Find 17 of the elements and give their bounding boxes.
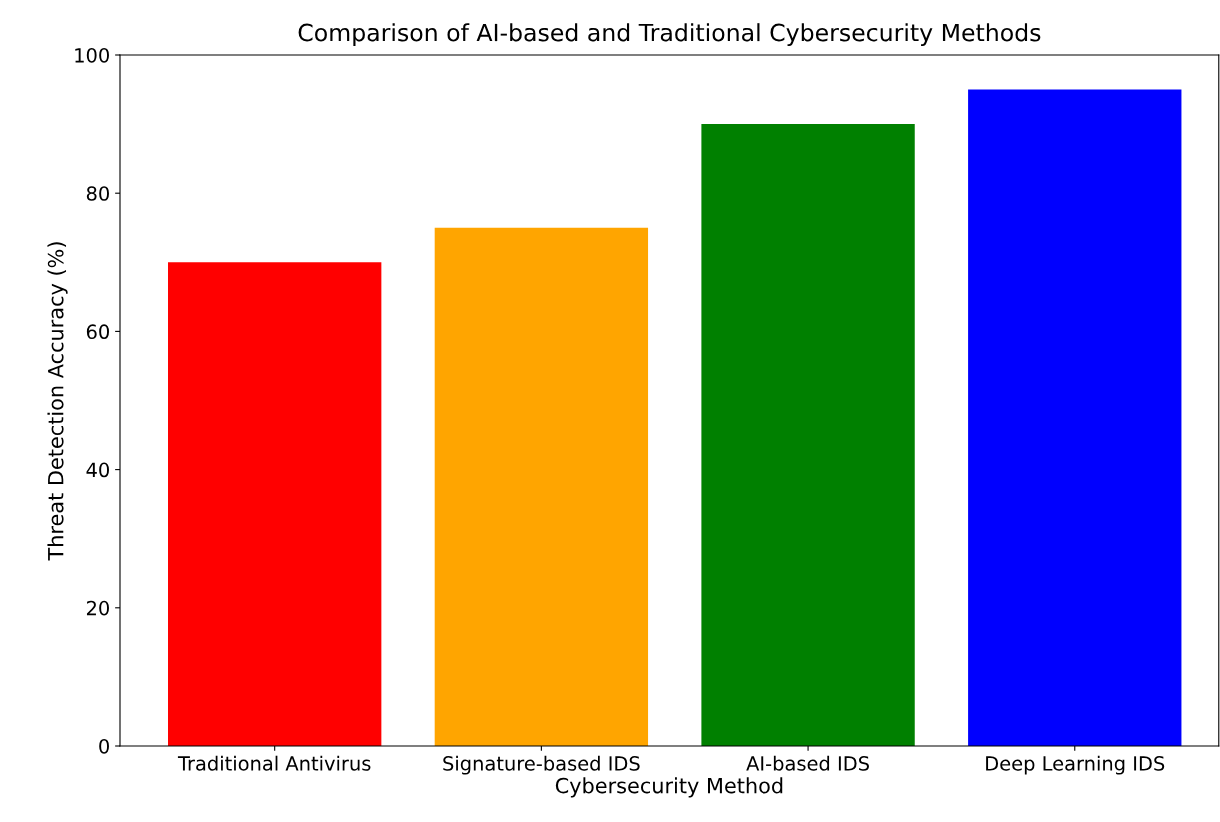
y-tick-label: 60 — [86, 324, 109, 340]
bar — [168, 262, 382, 746]
y-tick-label: 80 — [86, 186, 109, 201]
x-axis-title: Cybersecurity Method — [555, 777, 783, 798]
y-tick-label: 40 — [86, 462, 109, 478]
x-tick-label: Traditional Antivirus — [177, 755, 371, 771]
bar — [701, 124, 915, 746]
x-tick-label: Signature-based IDS — [443, 755, 640, 775]
chart-title: Comparison of AI-based and Traditional Cybersecurity Methods — [298, 23, 1041, 47]
y-tick-label: 0 — [99, 738, 109, 754]
x-tick-label: AI-based IDS — [746, 755, 869, 771]
bar — [968, 89, 1182, 746]
bar — [434, 227, 649, 746]
y-axis-title: Threat Detection Accuracy (%) — [47, 242, 68, 561]
y-tick-label: 100 — [75, 47, 109, 63]
y-tick-label: 20 — [86, 600, 109, 616]
x-tick-label: Deep Learning IDS — [986, 755, 1165, 775]
